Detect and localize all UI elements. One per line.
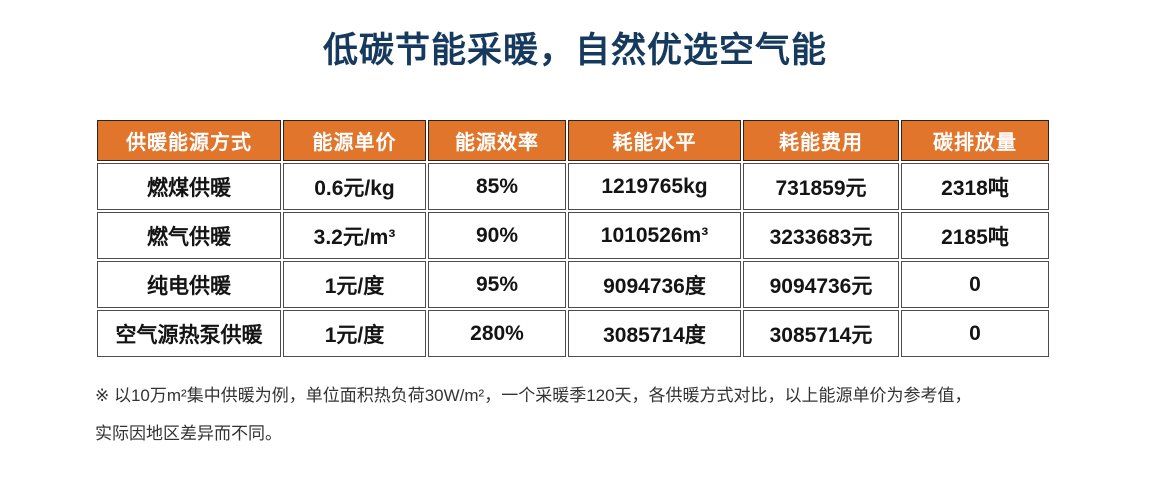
cell-consumption-cost: 9094736元 bbox=[743, 261, 899, 308]
cell-method: 燃煤供暖 bbox=[97, 163, 281, 210]
table-row-gas: 燃气供暖 3.2元/m³ 90% 1010526m³ 3233683元 2185… bbox=[97, 212, 1049, 259]
cell-consumption-level: 9094736度 bbox=[568, 261, 741, 308]
cell-efficiency: 280% bbox=[428, 310, 566, 357]
table-row-electric: 纯电供暖 1元/度 95% 9094736度 9094736元 0 bbox=[97, 261, 1049, 308]
footnote-line-2: 实际因地区差异而不同。 bbox=[95, 424, 282, 443]
cell-unit-price: 1元/度 bbox=[283, 310, 426, 357]
column-header-heating-method: 供暖能源方式 bbox=[97, 120, 281, 161]
column-header-consumption-cost: 耗能费用 bbox=[743, 120, 899, 161]
cell-consumption-cost: 731859元 bbox=[743, 163, 899, 210]
cell-method: 纯电供暖 bbox=[97, 261, 281, 308]
cell-unit-price: 3.2元/m³ bbox=[283, 212, 426, 259]
column-header-efficiency: 能源效率 bbox=[428, 120, 566, 161]
column-header-carbon-emission: 碳排放量 bbox=[901, 120, 1049, 161]
cell-efficiency: 95% bbox=[428, 261, 566, 308]
cell-consumption-level: 3085714度 bbox=[568, 310, 741, 357]
page-title: 低碳节能采暖，自然优选空气能 bbox=[322, 31, 827, 70]
column-header-unit-price: 能源单价 bbox=[283, 120, 426, 161]
cell-carbon-emission: 0 bbox=[901, 261, 1049, 308]
column-header-consumption-level: 耗能水平 bbox=[568, 120, 741, 161]
cell-efficiency: 90% bbox=[428, 212, 566, 259]
cell-consumption-cost: 3085714元 bbox=[743, 310, 899, 357]
table-row-air-source-heat-pump: 空气源热泵供暖 1元/度 280% 3085714度 3085714元 0 bbox=[97, 310, 1049, 357]
footnote-line-1: ※ 以10万m²集中供暖为例，单位面积热负荷30W/m²，一个采暖季120天，各… bbox=[95, 386, 972, 405]
footnote: ※ 以10万m²集中供暖为例，单位面积热负荷30W/m²，一个采暖季120天，各… bbox=[95, 377, 1150, 453]
table-row-coal: 燃煤供暖 0.6元/kg 85% 1219765kg 731859元 2318吨 bbox=[97, 163, 1049, 210]
cell-method: 空气源热泵供暖 bbox=[97, 310, 281, 357]
energy-comparison-table: 供暖能源方式 能源单价 能源效率 耗能水平 耗能费用 碳排放量 燃煤供暖 0.6… bbox=[95, 118, 1051, 359]
cell-method: 燃气供暖 bbox=[97, 212, 281, 259]
cell-carbon-emission: 2318吨 bbox=[901, 163, 1049, 210]
table-header-row: 供暖能源方式 能源单价 能源效率 耗能水平 耗能费用 碳排放量 bbox=[97, 120, 1049, 161]
cell-consumption-level: 1219765kg bbox=[568, 163, 741, 210]
cell-carbon-emission: 2185吨 bbox=[901, 212, 1049, 259]
cell-efficiency: 85% bbox=[428, 163, 566, 210]
cell-consumption-cost: 3233683元 bbox=[743, 212, 899, 259]
cell-carbon-emission: 0 bbox=[901, 310, 1049, 357]
cell-unit-price: 0.6元/kg bbox=[283, 163, 426, 210]
cell-unit-price: 1元/度 bbox=[283, 261, 426, 308]
cell-consumption-level: 1010526m³ bbox=[568, 212, 741, 259]
